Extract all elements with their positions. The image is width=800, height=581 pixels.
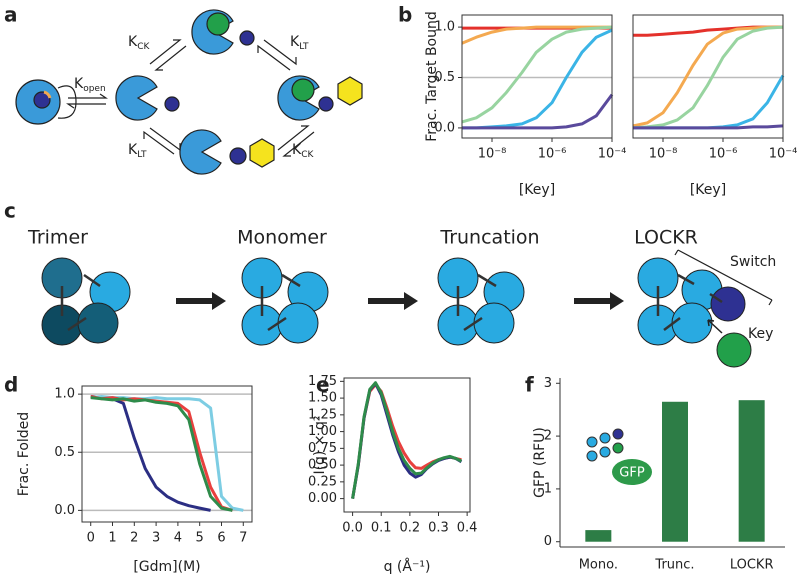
data-line	[90, 396, 233, 512]
x-tick-label: 10⁻⁴	[769, 147, 798, 162]
y-axis-label: Frac. Folded	[16, 412, 32, 496]
x-tick-label: 10⁻⁶	[538, 147, 567, 162]
x-tick-label: 3	[152, 531, 160, 546]
data-line	[462, 93, 614, 130]
data-line	[351, 383, 462, 499]
x-axis-label: [Key]	[519, 182, 555, 198]
plot-frame	[632, 14, 784, 139]
panel-letter: b	[398, 3, 412, 27]
x-tick-label: 4	[174, 531, 182, 546]
x-tick-label: 10⁻⁴	[598, 147, 627, 162]
x-tick-label: 10⁻⁶	[709, 147, 738, 162]
y-tick-label: 0.5	[54, 445, 75, 460]
x-axis-label: [Gdm](M)	[133, 559, 200, 575]
x-tick-label: 0.1	[371, 521, 392, 536]
y-tick-label: 1.50	[308, 391, 337, 406]
y-tick-label: 0.5	[434, 70, 455, 85]
x-axis-label: q (Å⁻¹)	[384, 558, 431, 575]
panel-letter: c	[4, 199, 16, 223]
y-tick-label: 0.50	[308, 458, 337, 473]
y-tick-label: 0.00	[308, 491, 337, 506]
data-line	[461, 25, 612, 45]
switch-label: Switch	[730, 254, 776, 270]
x-tick-label: 2	[130, 531, 138, 546]
inset-label: GFP	[619, 466, 645, 481]
y-axis-label: GFP (RFU)	[532, 427, 548, 498]
rate-constant: KCK	[292, 142, 314, 160]
y-tick-label: 2	[544, 429, 552, 444]
x-tick-label: Mono.	[579, 558, 618, 573]
y-tick-label: 3	[544, 376, 552, 391]
x-axis-label: [Key]	[690, 182, 726, 198]
data-line	[632, 25, 784, 130]
y-tick-label: 0	[544, 534, 552, 549]
x-tick-label: 0.4	[457, 521, 478, 536]
stage-label: LOCKR	[634, 227, 698, 249]
x-tick-label: 0	[87, 531, 95, 546]
stage-label: Truncation	[439, 227, 539, 249]
rate-constant: KLT	[290, 34, 309, 52]
x-tick-label: 5	[196, 531, 204, 546]
plot-frame	[81, 385, 253, 523]
plot-frame	[343, 377, 471, 513]
y-tick-label: 0.0	[434, 120, 455, 135]
y-tick-label: 1.0	[54, 387, 75, 402]
bar	[585, 530, 612, 542]
y-tick-label: 1.25	[308, 407, 337, 422]
data-line	[351, 381, 463, 499]
y-axis-label: I(q) × q²	[312, 415, 328, 474]
y-tick-label: 0.75	[308, 441, 337, 456]
x-tick-label: 10⁻⁸	[478, 147, 507, 162]
y-tick-label: 1.0	[434, 20, 455, 35]
data-line	[90, 395, 244, 512]
x-tick-label: 6	[217, 531, 225, 546]
bar	[738, 400, 765, 542]
diagram-a	[15, 9, 363, 175]
x-tick-label: 0.2	[400, 521, 421, 536]
panel-letter: d	[4, 373, 18, 397]
plot-frame	[461, 14, 613, 139]
rate-constant: KCK	[128, 34, 150, 52]
y-tick-label: 1	[544, 481, 552, 496]
x-tick-label: 1	[108, 531, 116, 546]
diagram-c	[41, 249, 773, 368]
x-tick-label: LOCKR	[730, 558, 774, 573]
x-tick-label: Trunc.	[654, 558, 694, 573]
stage-label: Monomer	[237, 227, 327, 249]
stage-label: Trimer	[27, 227, 88, 249]
rate-constant: KLT	[128, 142, 147, 160]
x-tick-label: 7	[239, 531, 247, 546]
data-line	[461, 25, 613, 124]
y-tick-label: 0.25	[308, 474, 337, 489]
x-tick-label: 0.0	[342, 521, 363, 536]
y-tick-label: 1.75	[308, 374, 337, 389]
key-label: Key	[748, 326, 773, 342]
rate-constant: Kopen	[74, 76, 106, 94]
panel-letter: a	[4, 3, 18, 27]
inset-f	[586, 428, 652, 485]
panel-letter: f	[525, 373, 534, 397]
y-axis-label: Frac. Target Bound	[424, 11, 440, 142]
x-tick-label: 0.3	[428, 521, 449, 536]
panel-letter: e	[316, 373, 330, 397]
data-line	[90, 395, 211, 512]
data-line	[633, 124, 784, 130]
x-tick-label: 10⁻⁸	[649, 147, 678, 162]
data-line	[632, 25, 783, 128]
bar	[662, 401, 688, 542]
y-tick-label: 1.00	[308, 424, 337, 439]
y-tick-label: 0.0	[54, 503, 75, 518]
